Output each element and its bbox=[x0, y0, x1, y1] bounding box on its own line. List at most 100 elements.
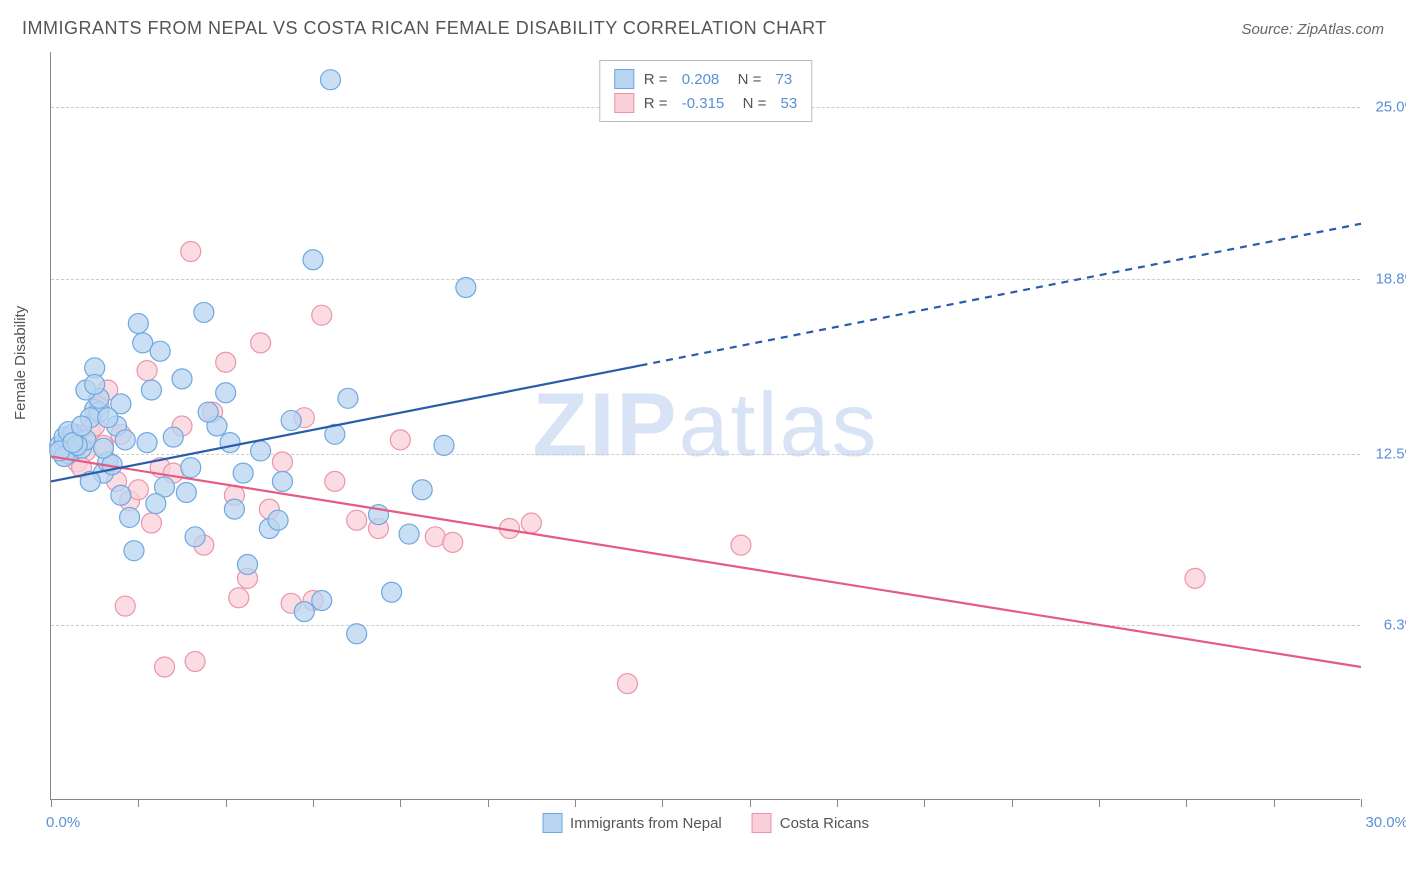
scatter-point-pink bbox=[521, 513, 541, 533]
y-tick-label: 12.5% bbox=[1375, 445, 1406, 462]
legend-swatch-pink-icon bbox=[752, 813, 772, 833]
y-tick-label: 6.3% bbox=[1384, 617, 1406, 634]
scatter-point-blue bbox=[194, 302, 214, 322]
correlation-row-blue: R = 0.208 N = 73 bbox=[614, 67, 797, 91]
regression-line bbox=[51, 365, 641, 481]
scatter-point-blue bbox=[176, 482, 196, 502]
scatter-point-blue bbox=[115, 430, 135, 450]
scatter-point-blue bbox=[163, 427, 183, 447]
scatter-point-blue bbox=[456, 277, 476, 297]
scatter-point-blue bbox=[98, 408, 118, 428]
x-tick bbox=[837, 799, 838, 807]
scatter-point-pink bbox=[325, 471, 345, 491]
scatter-point-blue bbox=[198, 402, 218, 422]
scatter-point-blue bbox=[347, 624, 367, 644]
x-min-label: 0.0% bbox=[46, 814, 80, 831]
r-value-pink: -0.315 bbox=[682, 95, 725, 112]
scatter-point-blue bbox=[224, 499, 244, 519]
scatter-point-pink bbox=[115, 596, 135, 616]
x-tick bbox=[313, 799, 314, 807]
scatter-point-blue bbox=[399, 524, 419, 544]
scatter-point-blue bbox=[137, 433, 157, 453]
scatter-point-pink bbox=[443, 532, 463, 552]
x-tick bbox=[51, 799, 52, 807]
correlation-legend: R = 0.208 N = 73 R = -0.315 N = 53 bbox=[599, 60, 812, 122]
scatter-point-pink bbox=[141, 513, 161, 533]
scatter-point-blue bbox=[172, 369, 192, 389]
x-tick bbox=[400, 799, 401, 807]
scatter-point-pink bbox=[137, 361, 157, 381]
scatter-point-pink bbox=[272, 452, 292, 472]
scatter-point-blue bbox=[141, 380, 161, 400]
x-tick bbox=[1186, 799, 1187, 807]
legend-swatch-blue-icon bbox=[542, 813, 562, 833]
scatter-point-blue bbox=[238, 555, 258, 575]
scatter-point-blue bbox=[434, 435, 454, 455]
r-value-blue: 0.208 bbox=[682, 71, 720, 88]
scatter-point-pink bbox=[731, 535, 751, 555]
legend-item-blue: Immigrants from Nepal bbox=[542, 813, 722, 833]
scatter-point-pink bbox=[1185, 568, 1205, 588]
x-tick bbox=[1361, 799, 1362, 807]
x-max-label: 30.0% bbox=[1365, 814, 1406, 831]
scatter-point-pink bbox=[155, 657, 175, 677]
scatter-point-blue bbox=[320, 70, 340, 90]
scatter-point-blue bbox=[294, 602, 314, 622]
scatter-point-blue bbox=[128, 313, 148, 333]
x-tick bbox=[1099, 799, 1100, 807]
scatter-point-pink bbox=[185, 651, 205, 671]
scatter-point-blue bbox=[272, 471, 292, 491]
scatter-point-blue bbox=[382, 582, 402, 602]
x-tick bbox=[575, 799, 576, 807]
scatter-point-pink bbox=[390, 430, 410, 450]
correlation-row-pink: R = -0.315 N = 53 bbox=[614, 91, 797, 115]
chart-title: IMMIGRANTS FROM NEPAL VS COSTA RICAN FEM… bbox=[22, 18, 827, 39]
y-axis-label: Female Disability bbox=[12, 306, 29, 420]
x-tick bbox=[226, 799, 227, 807]
swatch-pink-icon bbox=[614, 93, 634, 113]
scatter-point-blue bbox=[124, 541, 144, 561]
y-tick-label: 25.0% bbox=[1375, 99, 1406, 116]
chart-svg bbox=[51, 52, 1360, 799]
series-legend: Immigrants from Nepal Costa Ricans bbox=[542, 813, 869, 833]
scatter-point-blue bbox=[150, 341, 170, 361]
swatch-blue-icon bbox=[614, 69, 634, 89]
scatter-point-blue bbox=[312, 591, 332, 611]
scatter-point-pink bbox=[251, 333, 271, 353]
x-tick bbox=[488, 799, 489, 807]
scatter-point-pink bbox=[216, 352, 236, 372]
scatter-point-pink bbox=[617, 674, 637, 694]
scatter-point-blue bbox=[72, 416, 92, 436]
scatter-point-blue bbox=[338, 388, 358, 408]
n-value-blue: 73 bbox=[776, 71, 793, 88]
x-tick bbox=[138, 799, 139, 807]
x-tick bbox=[750, 799, 751, 807]
regression-line-dashed bbox=[641, 224, 1362, 366]
scatter-point-pink bbox=[347, 510, 367, 530]
scatter-point-pink bbox=[312, 305, 332, 325]
legend-item-pink: Costa Ricans bbox=[752, 813, 869, 833]
scatter-point-blue bbox=[281, 410, 301, 430]
scatter-point-blue bbox=[181, 458, 201, 478]
x-tick bbox=[1012, 799, 1013, 807]
scatter-point-blue bbox=[216, 383, 236, 403]
y-tick-label: 18.8% bbox=[1375, 271, 1406, 288]
scatter-point-blue bbox=[146, 494, 166, 514]
legend-label-blue: Immigrants from Nepal bbox=[570, 815, 722, 832]
scatter-point-blue bbox=[251, 441, 271, 461]
source-label: Source: ZipAtlas.com bbox=[1241, 21, 1384, 38]
x-tick bbox=[1274, 799, 1275, 807]
scatter-point-pink bbox=[181, 241, 201, 261]
scatter-point-blue bbox=[93, 438, 113, 458]
scatter-point-blue bbox=[412, 480, 432, 500]
scatter-point-blue bbox=[85, 374, 105, 394]
x-tick bbox=[924, 799, 925, 807]
n-value-pink: 53 bbox=[781, 95, 798, 112]
scatter-point-blue bbox=[111, 485, 131, 505]
scatter-point-pink bbox=[229, 588, 249, 608]
legend-label-pink: Costa Ricans bbox=[780, 815, 869, 832]
x-tick bbox=[662, 799, 663, 807]
scatter-point-blue bbox=[185, 527, 205, 547]
scatter-point-blue bbox=[220, 433, 240, 453]
scatter-point-blue bbox=[233, 463, 253, 483]
